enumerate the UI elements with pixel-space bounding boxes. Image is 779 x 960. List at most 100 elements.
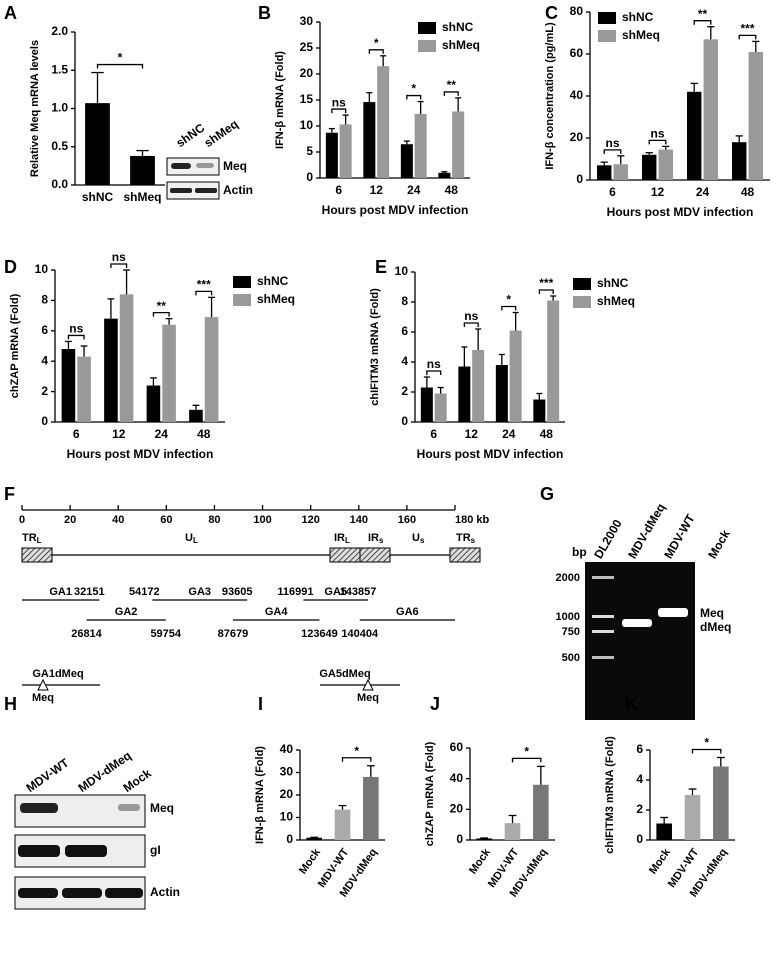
significance-label: * — [118, 51, 123, 65]
gel: bp DL2000 MDV-dMeq MDV-WT Mock 2000 1000… — [556, 501, 733, 720]
x-tick-label: Mock — [467, 846, 493, 877]
x-tick-label: Mock — [297, 846, 323, 877]
band — [105, 888, 143, 898]
band-label: Meq — [700, 606, 724, 620]
bar — [104, 318, 118, 422]
deletion-site-label: Meq — [357, 692, 379, 704]
y-tick-label: 30 — [300, 14, 314, 28]
fragment-name: GA6 — [396, 606, 419, 618]
ladder-label: 500 — [562, 652, 580, 664]
bar — [162, 324, 176, 422]
ladder-band — [592, 656, 614, 659]
genome-map: TRL UL IRL IRs Us TRs GA1dMeq Meq GA5dMe… — [21, 509, 481, 704]
x-axis-title: Hours post MDV infection — [67, 447, 214, 461]
legend-label: shNC — [442, 20, 474, 34]
gel-image — [585, 562, 695, 720]
significance-label: *** — [740, 22, 754, 36]
significance-label: ns — [332, 95, 346, 109]
x-tick-label: 48 — [445, 183, 459, 197]
band-label: gI — [150, 843, 161, 857]
ruler-label: 0 — [19, 514, 25, 526]
sample-band — [658, 608, 688, 617]
y-tick-label: 0 — [41, 414, 48, 428]
panel-label: A — [4, 3, 17, 23]
bar — [377, 66, 390, 178]
significance-bracket — [738, 34, 757, 40]
bar — [306, 837, 322, 840]
deletion-label: GA1dMeq — [32, 668, 83, 680]
fragment-start: 54172 — [129, 586, 160, 598]
y-tick-label: 40 — [450, 771, 464, 785]
y-tick-label: 0 — [286, 832, 293, 846]
significance-label: * — [354, 744, 359, 758]
y-tick-label: 80 — [570, 4, 584, 18]
bar — [547, 300, 560, 422]
band-label: Actin — [223, 183, 253, 197]
ruler-label: 20 — [64, 514, 76, 526]
y-tick-label: 25 — [300, 40, 314, 54]
bar — [703, 39, 718, 180]
legend-label: shMeq — [622, 28, 660, 42]
x-tick-label: 6 — [335, 183, 342, 197]
y-tick-label: 2 — [401, 384, 408, 398]
bar — [363, 102, 376, 178]
y-tick-label: 20 — [450, 802, 464, 816]
y-axis-title: IFN-β concentration (pg/mL) — [544, 22, 556, 170]
fragment-name: GA3 — [188, 586, 211, 598]
y-tick-label: 10 — [35, 262, 49, 276]
significance-label: * — [374, 36, 379, 50]
significance-bracket — [341, 757, 372, 762]
y-tick-label: 6 — [41, 323, 48, 337]
significance-label: * — [524, 745, 529, 759]
panel-label: D — [4, 257, 17, 277]
y-tick-label: 6 — [401, 324, 408, 338]
significance-bracket — [195, 290, 213, 296]
significance-label: ns — [650, 127, 664, 141]
band — [171, 163, 191, 169]
bar — [748, 51, 763, 181]
deletion-site — [362, 678, 374, 691]
significance-bracket — [648, 139, 667, 145]
band — [18, 845, 60, 857]
significance-bracket — [67, 334, 85, 340]
y-axis-title: chZAP mRNA (Fold) — [424, 741, 436, 846]
y-tick-label: 20 — [570, 130, 584, 144]
significance-label: ns — [605, 136, 619, 150]
significance-bracket — [152, 311, 170, 317]
band-label: Actin — [150, 885, 180, 899]
x-axis-title: Hours post MDV infection — [607, 205, 754, 219]
fragment-start: 87679 — [218, 628, 249, 640]
bar — [119, 294, 134, 422]
ladder-band — [592, 576, 614, 579]
significance-label: *** — [539, 276, 553, 290]
lane-label: Mock — [705, 527, 733, 561]
bar — [334, 809, 351, 840]
region-label: IRs — [368, 532, 384, 545]
ruler-label: 160 — [398, 514, 416, 526]
lane-label: MDV-WT — [661, 511, 698, 561]
significance-label: *** — [197, 278, 211, 292]
band-label: Meq — [223, 159, 247, 173]
lane-label: shNC — [174, 120, 208, 150]
significance-bracket — [691, 748, 722, 754]
deletion-site — [37, 678, 49, 691]
bar — [339, 124, 352, 178]
x-tick-label: 48 — [197, 427, 211, 441]
bar — [420, 387, 433, 422]
ladder-band — [592, 630, 614, 633]
x-tick-label: 12 — [370, 183, 384, 197]
blot-a: shNC shMeq Meq Actin — [166, 117, 253, 200]
x-tick-label: Mock — [647, 846, 673, 877]
bar — [732, 142, 747, 180]
significance-label: ns — [464, 309, 478, 323]
significance-label: ** — [698, 7, 708, 21]
lane-label: Mock — [121, 766, 154, 795]
x-tick-label: 12 — [651, 185, 665, 199]
bar — [400, 144, 413, 178]
fragment-start: 26814 — [71, 628, 102, 640]
significance-bracket — [538, 289, 554, 294]
legend-label: shNC — [257, 274, 289, 288]
band — [18, 888, 58, 898]
bar — [504, 823, 521, 840]
